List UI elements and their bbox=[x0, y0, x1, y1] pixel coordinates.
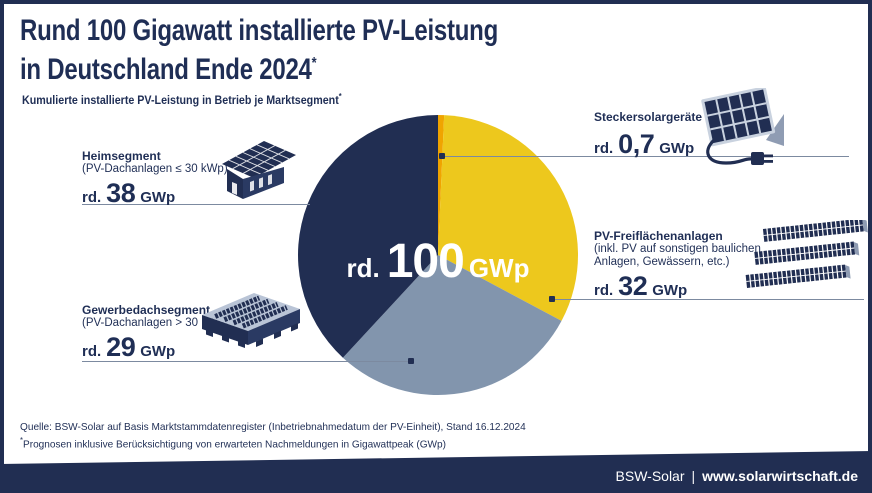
connector-dot-gewerbedachsegment bbox=[408, 358, 414, 364]
pie-slice-freiflaechen bbox=[438, 115, 579, 321]
connector-freiflaechen bbox=[552, 299, 864, 300]
connector-steckersolar bbox=[442, 156, 849, 157]
page-title: Rund 100 Gigawatt installierte PV-Leistu… bbox=[20, 14, 498, 86]
pie-slice-heim bbox=[298, 115, 438, 358]
steckersolar-label: Steckersolargeräte bbox=[594, 110, 703, 124]
footer-org: BSW-Solar bbox=[615, 468, 685, 484]
title-line-2: in Deutschland Ende 2024 bbox=[20, 53, 312, 86]
plug-in-solar-panel-icon bbox=[701, 88, 784, 165]
source-line-1: Quelle: BSW-Solar auf Basis Marktstammda… bbox=[20, 421, 526, 433]
heimsegment-value: rd. 38 GWp bbox=[82, 178, 176, 208]
gewerbedachsegment-sublabel: (PV-Dachanlagen > 30 kWp) bbox=[82, 317, 229, 329]
content-card: Rund 100 Gigawatt installierte PV-Leistu… bbox=[4, 4, 868, 493]
connector-dot-steckersolar bbox=[439, 153, 445, 159]
chart-subtitle: Kumulierte installierte PV-Leistung in B… bbox=[22, 92, 342, 107]
steckersolar-value: rd. 0,7 GWp bbox=[594, 129, 695, 159]
freiflaechen-value: rd. 32 GWp bbox=[594, 271, 688, 301]
pie-chart bbox=[298, 115, 579, 396]
pie-slice-steckersolar bbox=[438, 115, 445, 255]
heimsegment-sublabel: (PV-Dachanlagen ≤ 30 kWp) bbox=[82, 163, 228, 175]
gewerbedachsegment-value: rd. 29 GWp bbox=[82, 332, 176, 362]
house-solar-roof-icon bbox=[222, 141, 296, 199]
footer-separator: | bbox=[691, 468, 696, 484]
callout-steckersolar: Steckersolargeräte rd. 0,7 GWp bbox=[594, 110, 703, 159]
flat-roof-building-solar-icon bbox=[202, 293, 300, 348]
source-note: Quelle: BSW-Solar auf Basis Marktstammda… bbox=[20, 420, 526, 452]
ground-mounted-solar-arrays-icon bbox=[745, 220, 868, 288]
connector-gewerbedachsegment bbox=[82, 361, 412, 362]
footer-url-link[interactable]: www.solarwirtschaft.de bbox=[702, 468, 858, 484]
heimsegment-label: Heimsegment bbox=[82, 149, 161, 163]
source-line-2: *Prognosen inklusive Berücksichtigung vo… bbox=[20, 436, 447, 451]
pie-slice-gewerbedach bbox=[342, 255, 562, 396]
connector-heimsegment bbox=[82, 204, 310, 205]
title-asterisk: * bbox=[311, 55, 317, 72]
freiflaechen-label: PV-Freiflächenanlagen bbox=[594, 229, 723, 243]
footer-text: BSW-Solar | www.solarwirtschaft.de bbox=[616, 468, 858, 484]
title-line-1: Rund 100 Gigawatt installierte PV-Leistu… bbox=[20, 14, 499, 47]
callout-heimsegment: Heimsegment (PV-Dachanlagen ≤ 30 kWp) rd… bbox=[82, 149, 228, 208]
connector-dot-freiflaechen bbox=[549, 296, 555, 302]
freiflaechen-sublabel: (inkl. PV auf sonstigen baulichen Anlage… bbox=[594, 243, 761, 268]
callout-gewerbedachsegment: Gewerbedachsegment (PV-Dachanlagen > 30 … bbox=[82, 303, 229, 362]
gewerbedachsegment-label: Gewerbedachsegment bbox=[82, 303, 211, 317]
callout-freiflaechen: PV-Freiflächenanlagen (inkl. PV auf sons… bbox=[594, 229, 794, 301]
